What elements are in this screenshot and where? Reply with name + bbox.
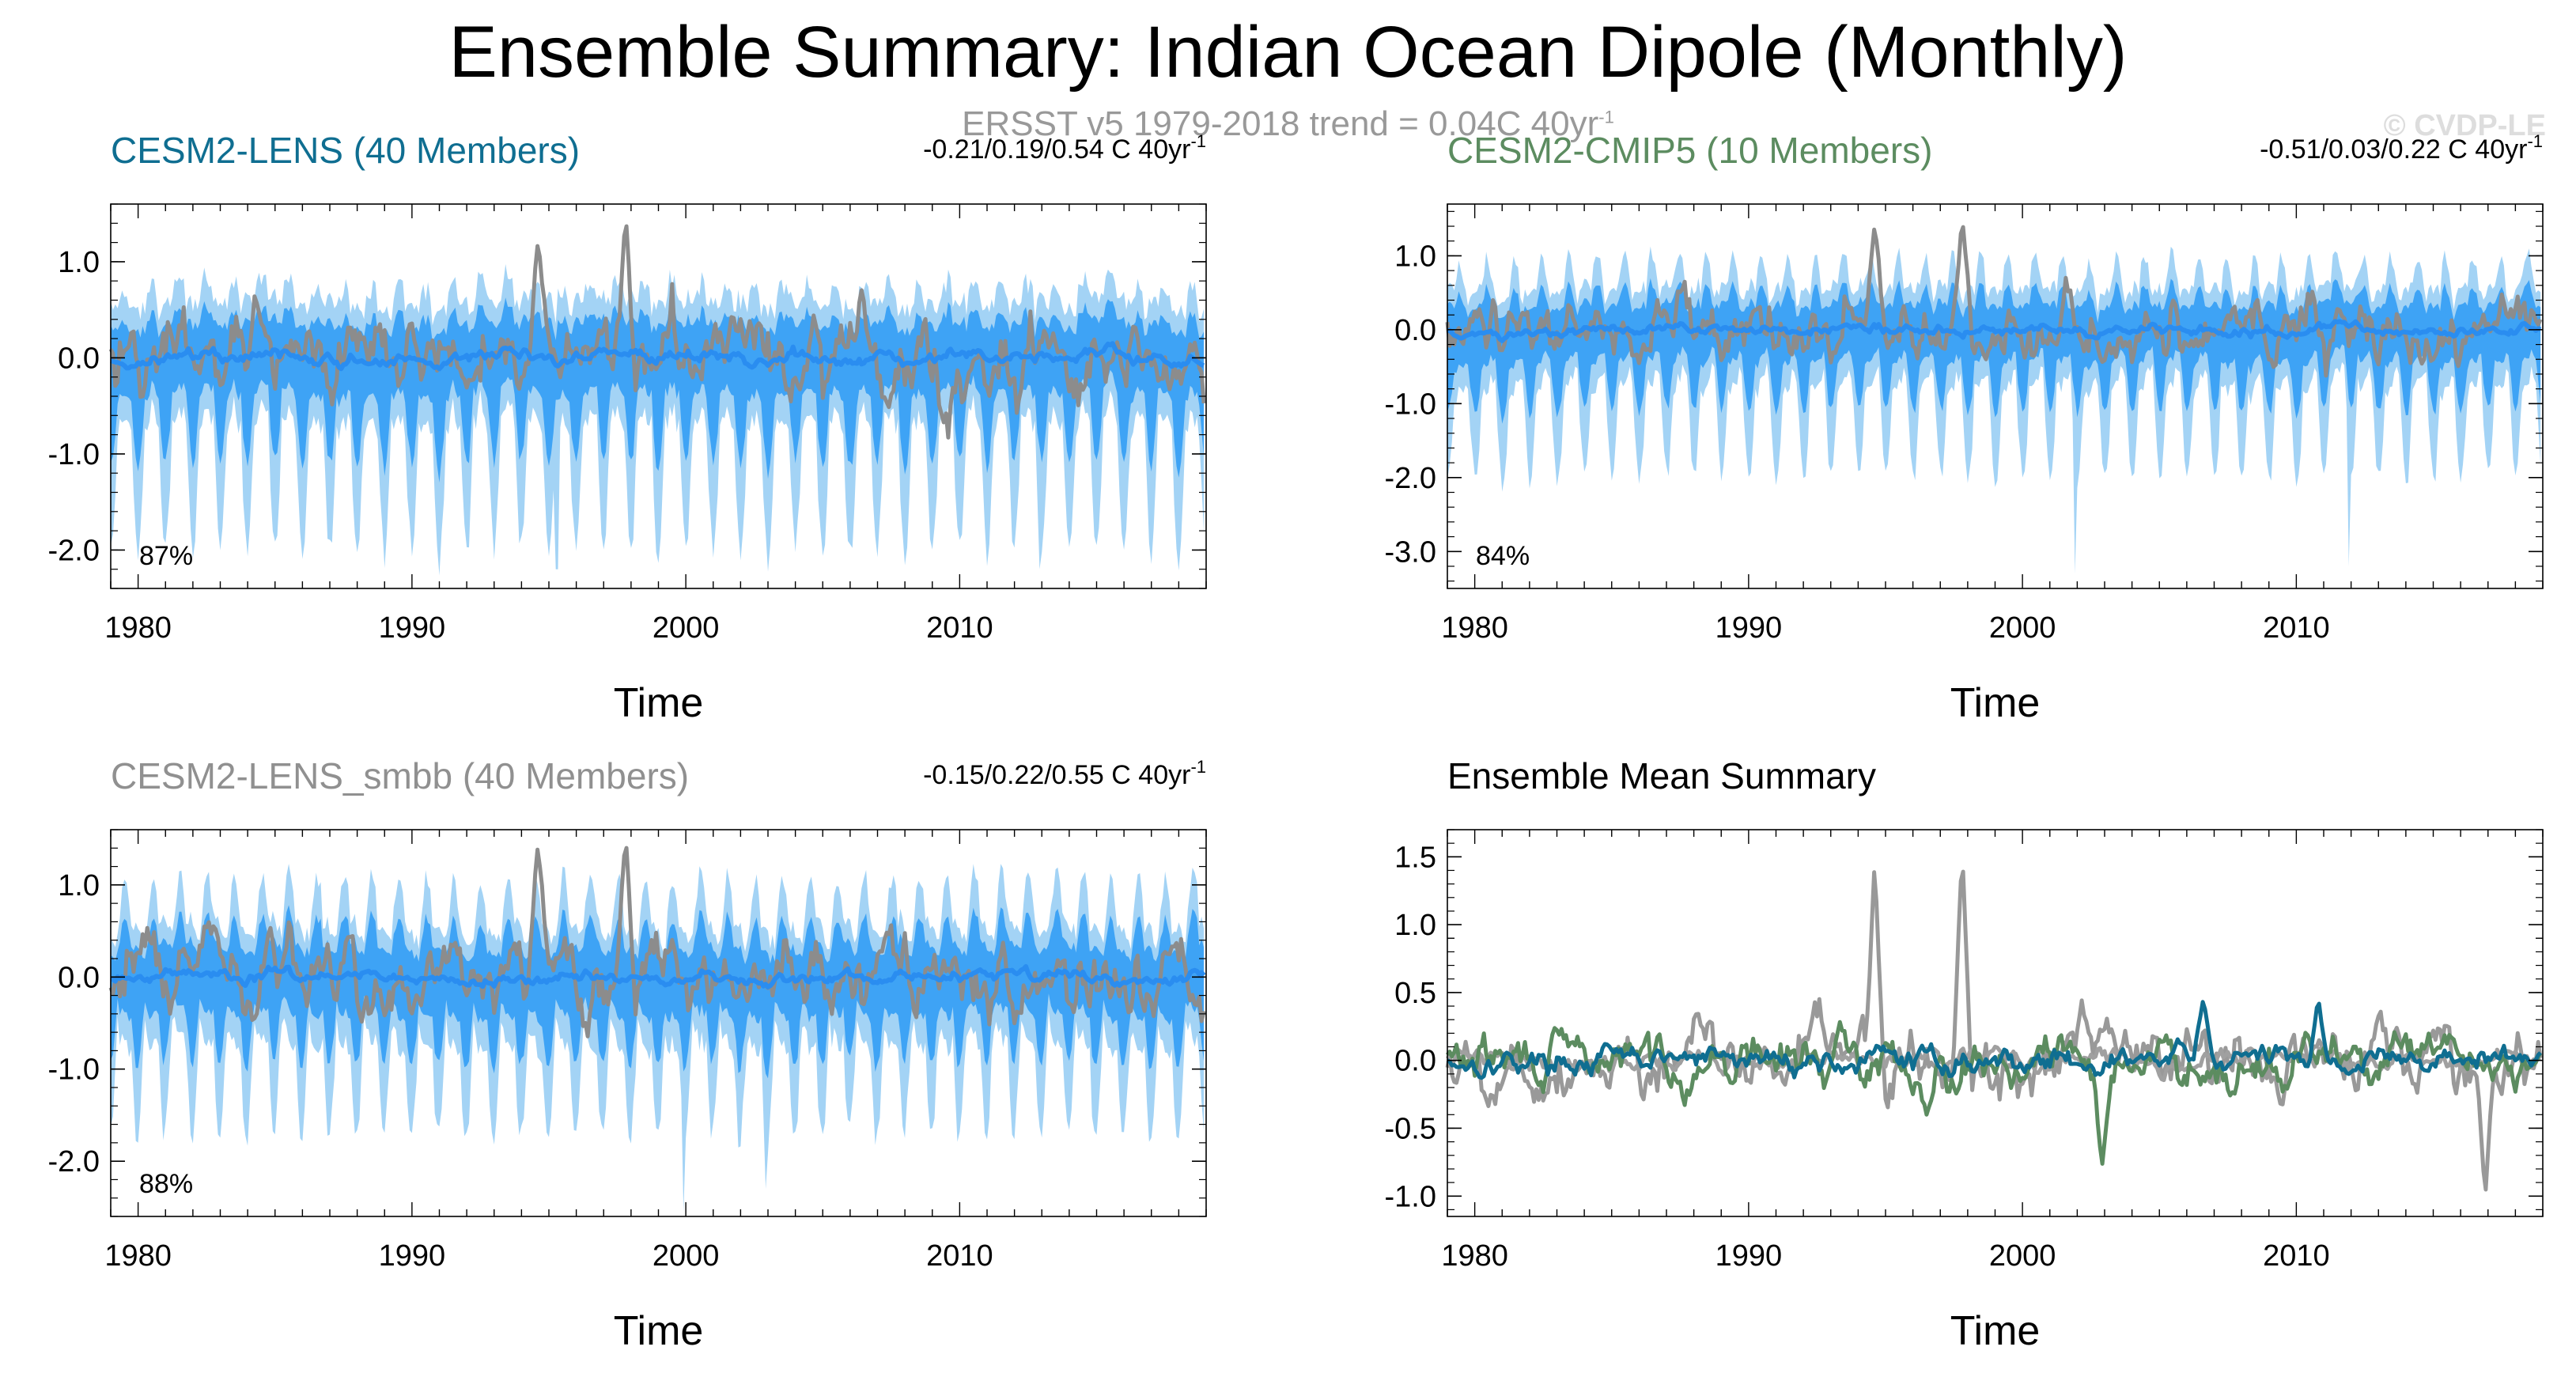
x-tick-label: 2000 — [1989, 1239, 2056, 1273]
trend-label: -0.15/0.22/0.55 C 40yr-1 — [923, 757, 1206, 790]
series-line-cesm2-lens — [1446, 1000, 2542, 1080]
x-tick-label: 2010 — [926, 1239, 993, 1273]
y-tick-label: -2.0 — [48, 1145, 100, 1178]
y-tick-label: -0.5 — [1385, 1112, 1436, 1145]
y-tick-label: -1.0 — [48, 1054, 100, 1087]
y-tick-label: -3.0 — [1385, 535, 1436, 569]
trend-label: -0.21/0.19/0.54 C 40yr-1 — [923, 131, 1206, 165]
panel-cesm2-cmip5: 1.0 0.0 -1.0 -2.0 -3.0 1980 1990 2000 2010 Time CE… — [1385, 130, 2544, 726]
ensemble-interquartile-band — [1447, 278, 2541, 424]
x-tick-label: 2000 — [653, 611, 720, 645]
y-tick-label: 0.5 — [1394, 977, 1436, 1010]
percent-label: 87% — [139, 541, 193, 571]
y-tick-label: 0.0 — [1394, 314, 1436, 347]
ensemble-mean-line — [110, 341, 1205, 372]
trend-label: -0.51/0.03/0.22 C 40yr-1 — [2260, 131, 2543, 165]
panel-title: Ensemble Mean Summary — [1447, 755, 1876, 796]
x-tick-label: 1990 — [379, 1239, 446, 1273]
y-tick-label: -1.0 — [1385, 1180, 1436, 1213]
ensemble-interquartile-band — [111, 905, 1205, 1079]
x-tick-label: 2010 — [2263, 1239, 2330, 1273]
y-tick-label: 0.0 — [1394, 1045, 1436, 1078]
y-tick-label: -1.0 — [1385, 388, 1436, 421]
y-tick-label: -2.0 — [48, 534, 100, 567]
y-tick-label: 1.0 — [1394, 240, 1436, 273]
y-tick-label: -2.0 — [1385, 462, 1436, 495]
x-tick-label: 2010 — [2263, 611, 2330, 645]
panel-cesm2-lens: 1.0 0.0 -1.0 -2.0 1980 1990 2000 2010 Time CESM2-… — [48, 130, 1207, 726]
panel-title: CESM2-CMIP5 (10 Members) — [1447, 130, 1932, 171]
x-tick-label: 1980 — [104, 611, 172, 645]
percent-label: 84% — [1476, 541, 1530, 571]
x-tick-label: 1990 — [1715, 1239, 1783, 1273]
observed-trend-label: ERSST v5 1979-2018 trend = 0.04C 40yr-1 — [962, 104, 1614, 143]
x-tick-label: 2000 — [653, 1239, 720, 1273]
y-tick-label: 1.0 — [1394, 909, 1436, 942]
y-tick-label: 1.0 — [58, 869, 100, 902]
x-tick-label: 1980 — [104, 1239, 172, 1273]
observations-line — [108, 224, 1206, 440]
x-axis-label: Time — [614, 680, 704, 726]
figure-title: Ensemble Summary: Indian Ocean Dipole (M… — [448, 12, 2128, 93]
x-tick-label: 2010 — [926, 611, 993, 645]
series-line-cesm2-lens-smbb — [1445, 1044, 2541, 1083]
ensemble-mean-line — [1447, 319, 2542, 343]
series-line-observations — [1445, 869, 2543, 1192]
observations-line — [108, 845, 1206, 1038]
ensemble-mean-line — [110, 964, 1206, 989]
x-tick-label: 2000 — [1989, 611, 2056, 645]
y-tick-label: 1.0 — [58, 246, 100, 279]
x-tick-label: 1980 — [1441, 611, 1508, 645]
y-tick-label: 0.0 — [58, 342, 100, 375]
x-axis-label: Time — [614, 1308, 704, 1354]
x-tick-label: 1990 — [379, 611, 446, 645]
x-axis-label: Time — [1950, 1308, 2041, 1354]
y-tick-label: 1.5 — [1394, 841, 1436, 874]
copyright-label: © CVDP-LE — [2383, 109, 2546, 142]
panel-cesm2-lens-smbb: 1.0 0.0 -1.0 -2.0 1980 1990 2000 2010 Time CESM2-… — [48, 755, 1207, 1354]
y-tick-label: -1.0 — [48, 438, 100, 471]
x-tick-label: 1980 — [1441, 1239, 1508, 1273]
x-axis-label: Time — [1950, 680, 2041, 726]
y-tick-label: 0.0 — [58, 961, 100, 994]
panel-title: CESM2-LENS_smbb (40 Members) — [111, 755, 689, 796]
panel-title: CESM2-LENS (40 Members) — [111, 130, 580, 171]
percent-label: 88% — [139, 1169, 193, 1199]
x-tick-label: 1990 — [1715, 611, 1783, 645]
series-line-cesm2-cmip5 — [1445, 1020, 2543, 1166]
